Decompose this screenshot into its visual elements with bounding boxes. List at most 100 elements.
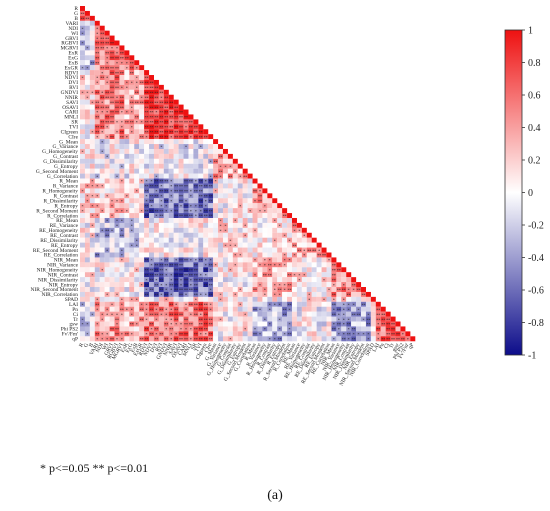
heatmap-cell — [163, 257, 169, 263]
heatmap-cell — [99, 94, 105, 100]
heatmap-cell — [158, 232, 164, 238]
significance-mark: * — [367, 337, 369, 342]
heatmap-cell — [84, 124, 90, 130]
heatmap-cell — [104, 183, 110, 189]
significance-mark: ** — [95, 51, 99, 56]
significance-mark: ** — [145, 76, 149, 81]
heatmap-cell — [149, 316, 154, 322]
heatmap-cell — [99, 227, 105, 233]
heatmap-cell — [193, 158, 199, 164]
significance-mark: ** — [184, 283, 188, 288]
significance-mark: ** — [199, 322, 203, 327]
heatmap-cell — [242, 227, 248, 233]
heatmap-cell — [203, 252, 209, 258]
heatmap-cell — [365, 301, 371, 307]
heatmap-cell — [277, 213, 283, 219]
significance-mark: ** — [159, 135, 163, 140]
heatmap-cell — [198, 237, 204, 243]
heatmap-cell — [89, 213, 95, 219]
heatmap-cell — [247, 242, 253, 248]
significance-mark: * — [116, 209, 118, 214]
heatmap-cell — [84, 326, 90, 332]
colorbar-tick-label: 0.4 — [528, 123, 541, 134]
heatmap-cell — [277, 326, 283, 332]
heatmap-cell — [149, 188, 154, 194]
significance-mark: ** — [352, 337, 356, 342]
heatmap-cell — [232, 158, 238, 164]
heatmap-cell — [193, 326, 199, 332]
heatmap-cell — [134, 291, 140, 297]
significance-mark: ** — [219, 169, 223, 174]
heatmap-cell — [158, 252, 164, 258]
heatmap-cell — [218, 203, 224, 209]
heatmap-cell — [237, 326, 243, 332]
significance-mark: * — [205, 179, 207, 184]
heatmap-cell — [104, 109, 110, 115]
significance-mark: ** — [149, 288, 153, 293]
significance-mark: ** — [154, 135, 158, 140]
heatmap-cell — [193, 301, 199, 307]
heatmap-cell — [272, 252, 278, 258]
heatmap-cell — [203, 296, 209, 302]
heatmap-cell — [208, 282, 214, 288]
heatmap-cell — [316, 331, 322, 337]
heatmap-cell — [252, 237, 258, 243]
heatmap-cell — [124, 94, 130, 100]
heatmap-cell — [385, 326, 391, 332]
significance-mark: ** — [115, 56, 119, 61]
heatmap-cell — [316, 247, 322, 253]
heatmap-cell — [193, 163, 199, 169]
heatmap-cell — [119, 222, 125, 228]
heatmap-cell — [84, 208, 90, 214]
significance-mark: ** — [307, 248, 311, 253]
row-label: RE_Entropy — [51, 243, 78, 249]
heatmap-cell — [222, 306, 228, 312]
heatmap-cell — [208, 139, 214, 145]
significance-mark: * — [274, 219, 276, 224]
heatmap-cell — [183, 119, 189, 125]
heatmap-cell — [213, 242, 219, 248]
heatmap-cell — [232, 193, 238, 199]
significance-mark: * — [165, 307, 167, 312]
significance-mark: ** — [130, 66, 134, 71]
heatmap-cell — [114, 326, 120, 332]
heatmap-cell — [173, 148, 179, 154]
heatmap-cell — [222, 232, 228, 238]
heatmap-cell — [341, 296, 347, 302]
heatmap-cell — [149, 287, 154, 292]
heatmap-cell — [198, 134, 204, 140]
heatmap-cell — [158, 114, 164, 120]
heatmap-cell — [213, 326, 219, 332]
heatmap-cell — [114, 114, 120, 120]
heatmap-cell — [188, 242, 194, 248]
heatmap-cell — [375, 301, 381, 307]
heatmap-cell — [124, 252, 130, 258]
heatmap-cell — [277, 208, 283, 214]
significance-mark: * — [150, 258, 152, 263]
heatmap-cell — [282, 336, 288, 342]
significance-mark: ** — [164, 179, 168, 184]
heatmap-cell — [124, 158, 130, 164]
heatmap-cell — [149, 232, 154, 238]
heatmap-cell — [99, 45, 105, 51]
heatmap-cell — [262, 242, 268, 248]
heatmap-cell — [109, 336, 115, 342]
significance-mark: ** — [164, 125, 168, 130]
heatmap-cell — [144, 272, 150, 278]
heatmap-cell — [178, 321, 184, 327]
heatmap-cell — [218, 272, 224, 278]
heatmap-cell — [203, 247, 209, 253]
significance-mark: * — [244, 312, 246, 317]
significance-mark: ** — [105, 41, 109, 46]
significance-mark: * — [121, 120, 123, 125]
heatmap-cell — [129, 217, 135, 223]
heatmap-cell — [222, 247, 228, 253]
heatmap-cell — [188, 301, 194, 307]
heatmap-cell — [227, 306, 233, 312]
significance-mark: ** — [159, 120, 163, 125]
heatmap-cell — [272, 311, 278, 317]
heatmap-cell — [80, 282, 85, 288]
heatmap-cell — [139, 213, 145, 219]
column-label: SPAD — [365, 342, 377, 357]
significance-mark: ** — [174, 115, 178, 120]
